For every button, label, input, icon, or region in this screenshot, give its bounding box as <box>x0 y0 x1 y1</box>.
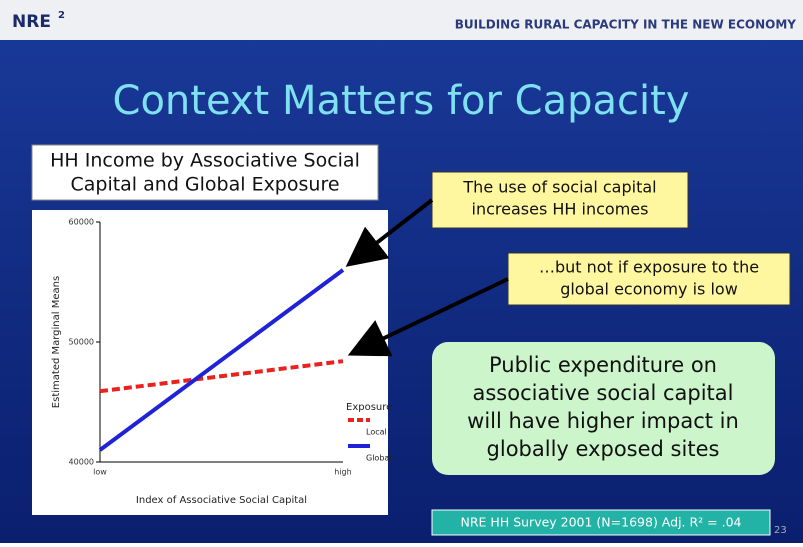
arrow <box>347 277 509 357</box>
legend-label: Global <box>366 454 392 463</box>
callout-text: The use of social capital <box>462 178 656 197</box>
source: NRE HH Survey 2001 (N=1698) Adj. R² = .0… <box>461 515 742 530</box>
y-tick-label: 60000 <box>69 218 94 227</box>
y-tick-label: 50000 <box>69 338 94 347</box>
callout-text: …but not if exposure to the <box>539 258 759 277</box>
y-axis-label: Estimated Marginal Means <box>51 276 62 408</box>
page-number: 23 <box>774 525 787 536</box>
slide-title: Context Matters for Capacity <box>113 78 690 124</box>
series-line <box>98 268 345 452</box>
source-box <box>431 509 771 536</box>
chart-title: HH Income by Associative Social <box>50 150 360 172</box>
callout-text: global economy is low <box>560 280 738 299</box>
conclusion-text: will have higher impact in <box>467 409 739 433</box>
chart-title-box <box>31 144 379 201</box>
chart-title: Capital and Global Exposure <box>70 174 339 196</box>
conclusion-text: associative social capital <box>472 381 733 405</box>
callout-box <box>507 252 791 306</box>
conclusion-box <box>432 342 775 475</box>
x-tick-label: low <box>93 468 107 477</box>
arrow <box>345 198 434 267</box>
conclusion-text: Public expenditure on <box>489 353 717 377</box>
brand-sup: 2 <box>58 10 65 21</box>
conclusion-text: globally exposed sites <box>487 437 720 461</box>
header-band <box>0 0 803 40</box>
tagline: BUILDING RURAL CAPACITY IN THE NEW ECONO… <box>455 18 797 32</box>
x-axis-label: Index of Associative Social Capital <box>136 495 307 506</box>
series-line <box>99 359 344 394</box>
legend-title: Exposure <box>346 402 392 413</box>
callout-box <box>431 171 689 229</box>
x-tick-label: high <box>334 468 351 477</box>
legend-label: Local <box>366 428 387 437</box>
callout-text: increases HH incomes <box>472 200 649 219</box>
brand: NRE <box>12 12 51 32</box>
y-tick-label: 40000 <box>69 458 94 467</box>
